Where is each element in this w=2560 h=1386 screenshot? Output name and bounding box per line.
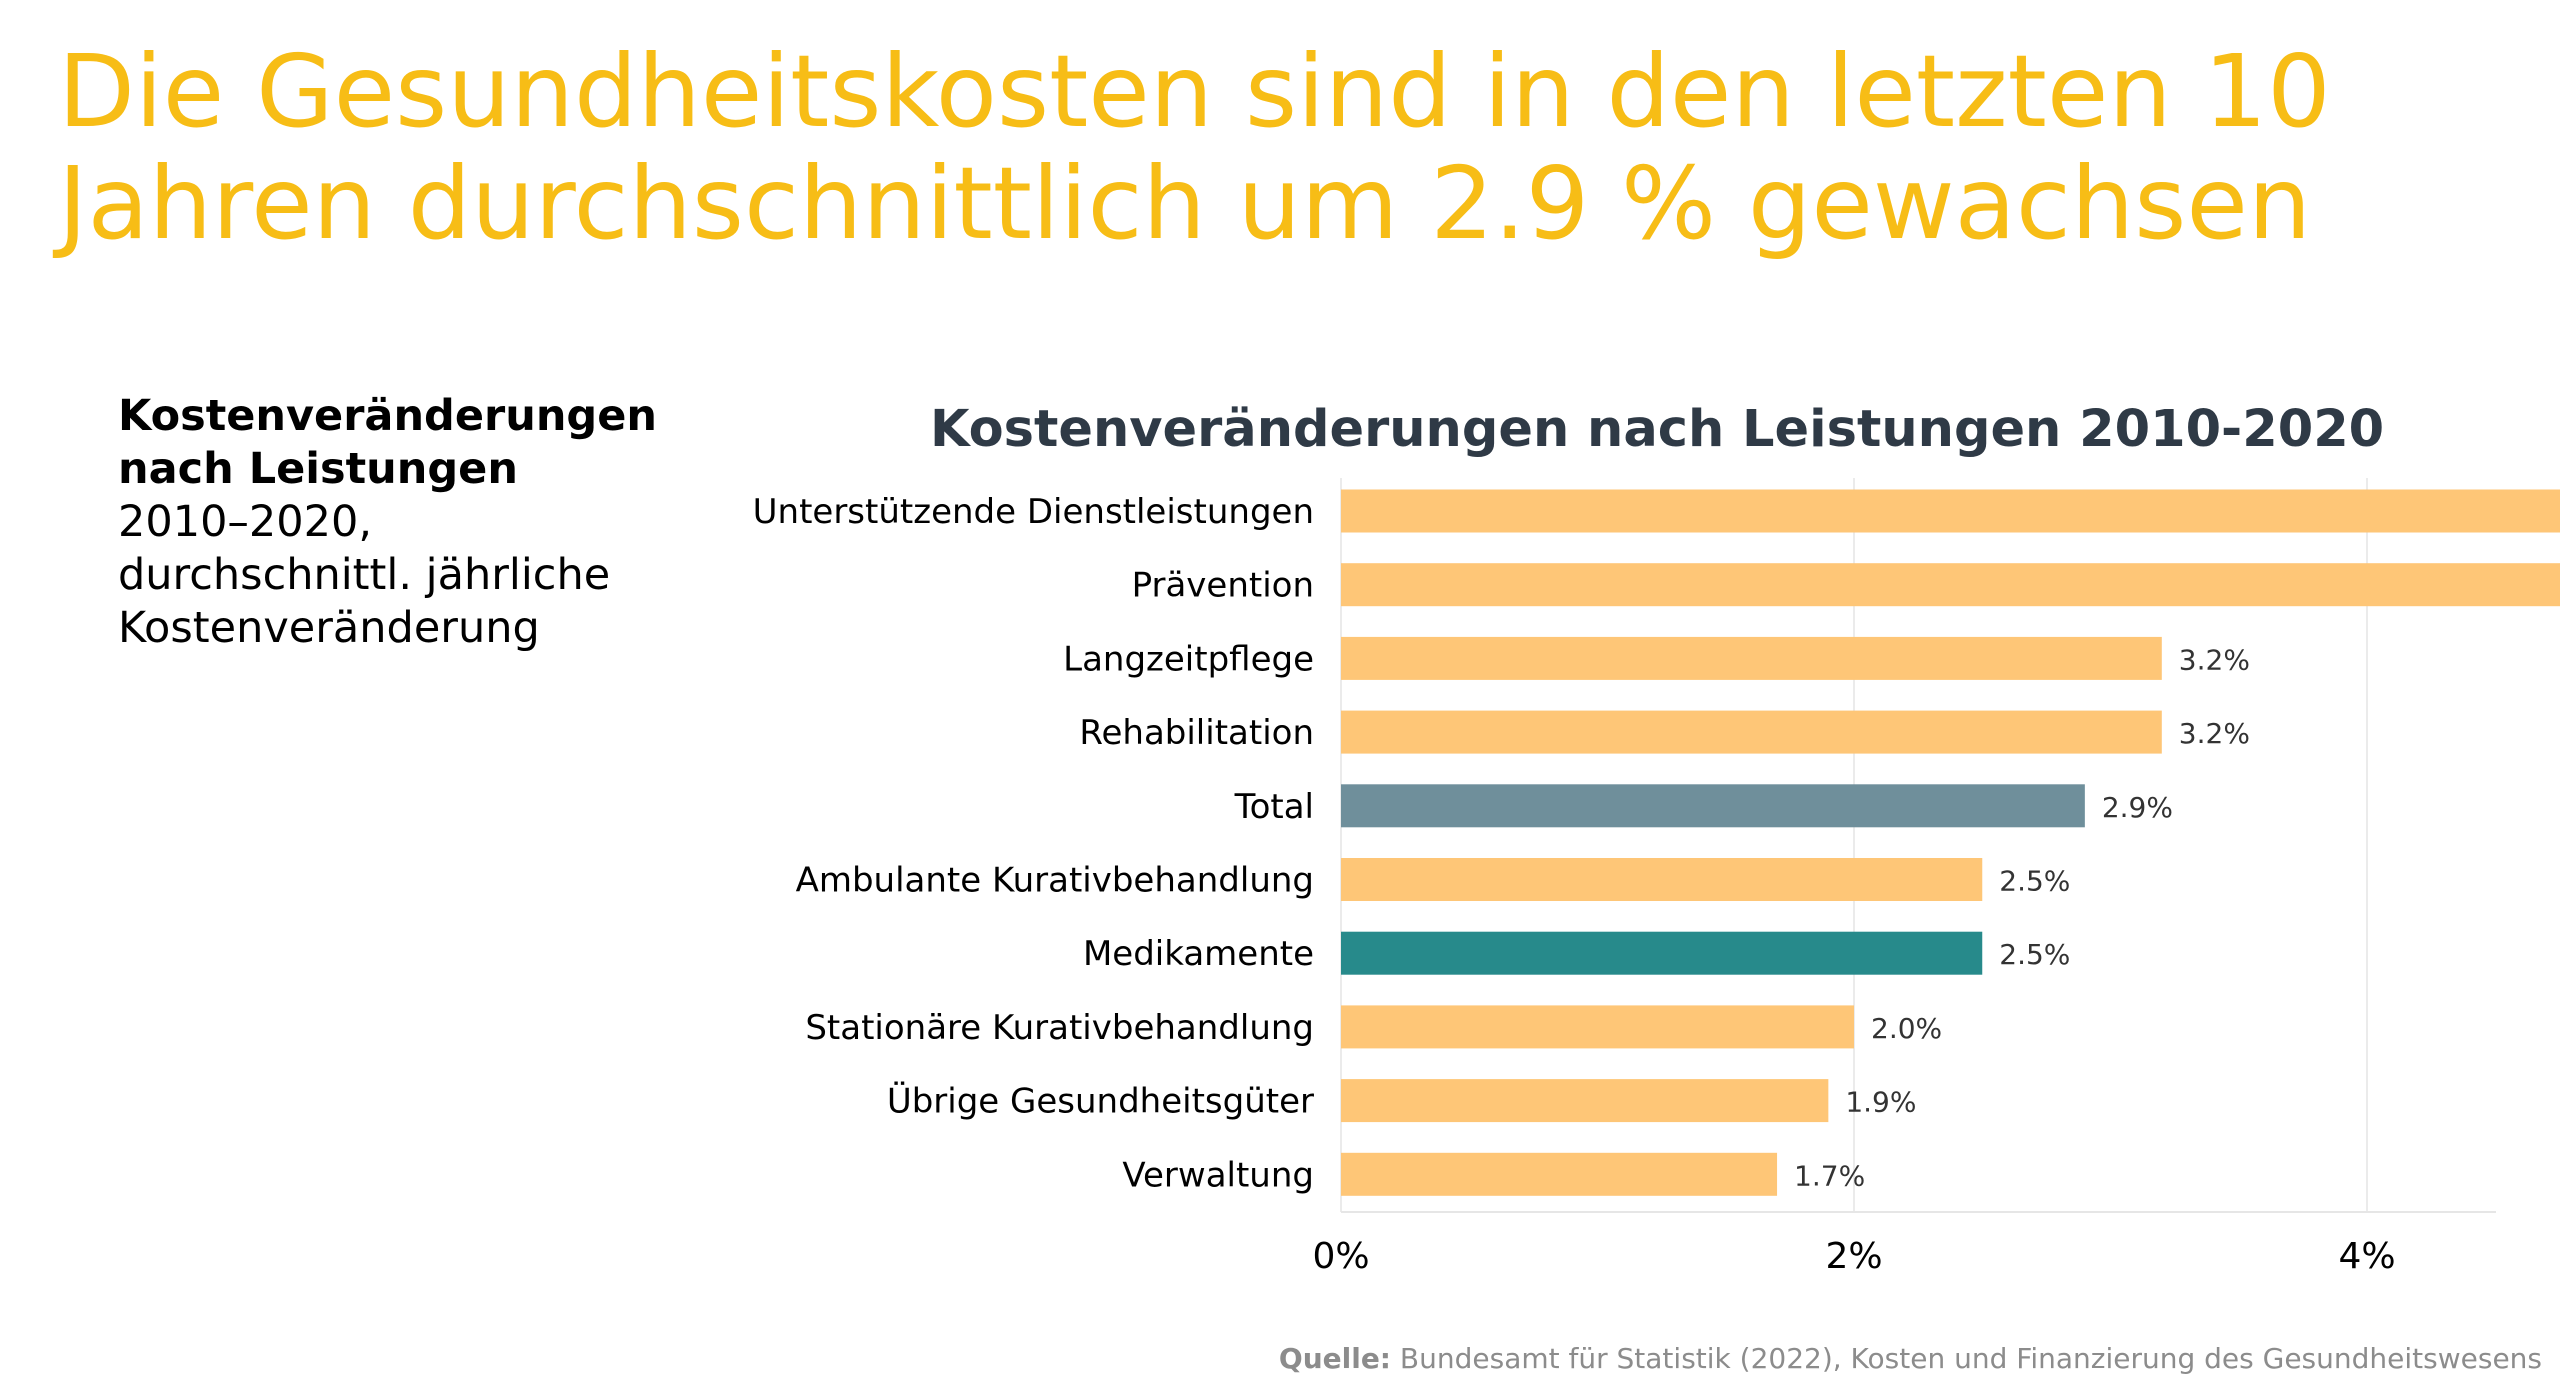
source-text: Bundesamt für Statistik (2022), Kosten u… bbox=[1399, 1342, 2542, 1375]
chart-title: Kostenveränderungen nach Leistungen 2010… bbox=[930, 400, 2385, 459]
category-label-3: Rehabilitation bbox=[1079, 713, 1314, 753]
bar-7 bbox=[1341, 1005, 1854, 1049]
side-note-bold-2: nach Leistungen bbox=[118, 444, 518, 494]
value-label-8: 1.9% bbox=[1845, 1086, 1916, 1119]
source-label: Quelle: bbox=[1278, 1342, 1391, 1375]
x-tick-label-0: 0% bbox=[1312, 1236, 1369, 1277]
x-tick-label-1: 2% bbox=[1825, 1236, 1882, 1277]
category-label-8: Übrige Gesundheitsgüter bbox=[887, 1081, 1314, 1122]
value-label-3: 3.2% bbox=[2179, 717, 2250, 750]
category-label-6: Medikamente bbox=[1083, 934, 1314, 974]
category-label-9: Verwaltung bbox=[1122, 1155, 1314, 1195]
category-label-1: Prävention bbox=[1132, 566, 1314, 606]
x-tick-label-2: 4% bbox=[2338, 1236, 2395, 1277]
headline: Die Gesundheitskosten sind in den letzte… bbox=[58, 36, 2498, 260]
value-label-5: 2.5% bbox=[1999, 865, 2070, 898]
side-note-bold-1: Kostenveränderungen bbox=[118, 391, 657, 441]
bar-6 bbox=[1341, 931, 1983, 975]
bar-8 bbox=[1341, 1079, 1829, 1123]
source-note: Quelle: Bundesamt für Statistik (2022), … bbox=[1279, 1342, 2542, 1375]
bar-2 bbox=[1341, 636, 2162, 680]
bar-5 bbox=[1341, 858, 1983, 901]
category-label-4: Total bbox=[1234, 787, 1314, 827]
category-label-5: Ambulante Kurativbehandlung bbox=[796, 861, 1314, 901]
value-label-2: 3.2% bbox=[2179, 643, 2250, 676]
value-label-6: 2.5% bbox=[1999, 938, 2070, 971]
value-label-7: 2.0% bbox=[1871, 1012, 1942, 1045]
side-note-line-5: Kostenveränderung bbox=[118, 603, 540, 653]
category-label-7: Stationäre Kurativbehandlung bbox=[805, 1008, 1314, 1048]
bar-4 bbox=[1341, 784, 2085, 828]
bar-0 bbox=[1341, 489, 2560, 533]
bar-9 bbox=[1341, 1152, 1778, 1196]
headline-line-2: Jahren durchschnittlich um 2.9 % gewachs… bbox=[58, 145, 2312, 262]
headline-line-1: Die Gesundheitskosten sind in den letzte… bbox=[58, 33, 2331, 150]
side-note-line-3: 2010–2020, bbox=[118, 497, 373, 547]
side-note: Kostenveränderungen nach Leistungen 2010… bbox=[118, 390, 718, 655]
category-label-0: Unterstützende Dienstleistungen bbox=[753, 492, 1314, 532]
bar-1 bbox=[1341, 563, 2560, 607]
side-note-line-4: durchschnittl. jährliche bbox=[118, 550, 611, 600]
bar-3 bbox=[1341, 710, 2162, 754]
category-label-2: Langzeitpflege bbox=[1063, 639, 1314, 679]
value-label-9: 1.7% bbox=[1794, 1159, 1865, 1192]
value-label-4: 2.9% bbox=[2102, 791, 2173, 824]
